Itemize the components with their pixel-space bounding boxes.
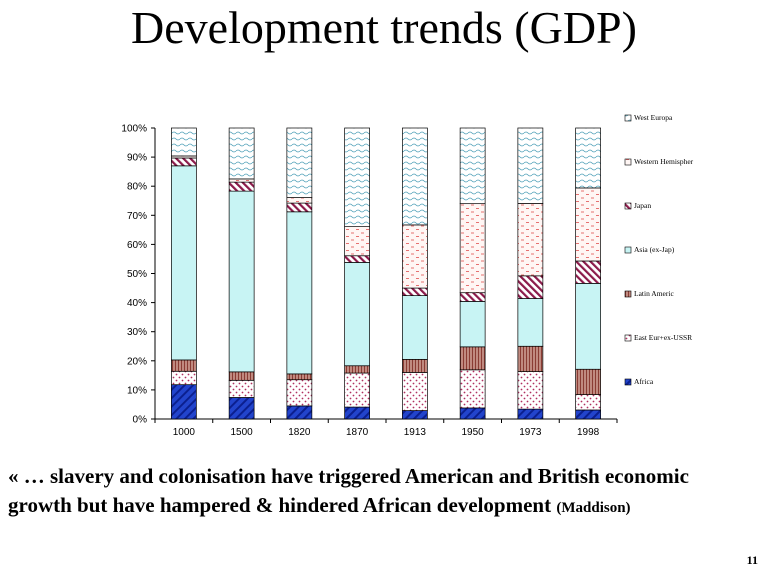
bar-segment — [575, 409, 601, 420]
bar-segment — [286, 373, 313, 381]
legend-label: Asia (ex-Jap) — [634, 245, 675, 254]
x-tick-label: 1950 — [462, 427, 485, 438]
bar-segment — [575, 260, 601, 284]
legend-swatch — [624, 202, 632, 210]
bar-segment — [575, 127, 601, 189]
bar-segment — [228, 379, 255, 398]
bar-segment — [228, 178, 255, 183]
bar-segment — [286, 405, 313, 420]
bar-segment — [171, 157, 197, 167]
bar-segment — [344, 406, 370, 420]
bar-segment — [344, 255, 370, 263]
y-tick-label: 40% — [127, 298, 147, 309]
legend-label: West Europa — [634, 113, 673, 122]
y-tick-label: 30% — [127, 327, 147, 338]
bar-segment — [286, 379, 313, 407]
legend-swatch — [624, 378, 632, 386]
quote-main: « … slavery and colonisation have trigge… — [8, 464, 689, 517]
bar-segment — [344, 127, 370, 227]
quote-text: « … slavery and colonisation have trigge… — [8, 462, 748, 523]
bar-segment — [517, 371, 544, 410]
legend-swatch — [624, 334, 632, 342]
bar-segment — [171, 127, 197, 157]
bar-segment — [286, 127, 313, 198]
stacked-bar-chart: 0% 10% 20% 30% 40% 50% 60% 70% 80% 90% 100% 1000 150… — [121, 113, 694, 438]
x-tick-label: 1913 — [404, 427, 427, 438]
bar-segment — [344, 365, 370, 374]
legend-label: Africa — [634, 377, 654, 386]
bar-segment — [286, 211, 313, 375]
bar-segment — [517, 203, 544, 277]
bar-segment — [575, 283, 601, 370]
x-tick-label: 1998 — [577, 427, 600, 438]
page-number: 11 — [746, 553, 758, 567]
bar-segment — [402, 410, 428, 420]
bar-segment — [402, 224, 428, 289]
y-tick-label: 0% — [133, 415, 148, 426]
legend-swatch — [624, 158, 632, 166]
bar-segment — [171, 165, 197, 361]
bar-segment — [344, 262, 370, 367]
x-tick-label: 1870 — [346, 427, 369, 438]
bar-segment — [344, 372, 370, 408]
bar-segment — [402, 127, 428, 226]
bar-segment — [517, 345, 544, 372]
bar-segment — [286, 197, 313, 204]
x-tick-label: 1500 — [231, 427, 254, 438]
legend-label: Japan — [634, 201, 651, 210]
bar-segment — [459, 203, 486, 294]
bar-segment — [171, 370, 197, 386]
bar-segment — [402, 287, 428, 296]
bar-segment — [517, 127, 544, 204]
bar-segment — [402, 372, 428, 411]
bar-segment — [228, 371, 255, 381]
bar-segment — [517, 408, 544, 420]
bar-segment — [286, 202, 313, 213]
bar-segment — [459, 301, 486, 348]
bar-segment — [517, 275, 544, 299]
y-tick-label: 10% — [127, 385, 147, 396]
bar-segment — [459, 407, 486, 420]
y-tick-label: 70% — [127, 211, 147, 222]
bar-segment — [459, 127, 486, 205]
legend-swatch — [624, 246, 632, 254]
y-tick-label: 20% — [127, 356, 147, 367]
bar-segment — [171, 384, 197, 420]
legend-label: Western Hemispher — [634, 157, 694, 166]
bar-segment — [459, 292, 486, 302]
x-tick-label: 1000 — [173, 427, 196, 438]
bar-segment — [517, 298, 544, 347]
bar-segment — [402, 358, 428, 373]
slide-title: Development trends (GDP) — [131, 2, 637, 53]
quote-source: (Maddison) — [556, 500, 631, 516]
legend-swatch — [624, 114, 632, 122]
bar-segment — [459, 369, 486, 409]
bar-segment — [575, 394, 601, 411]
bar-segment — [228, 397, 255, 420]
x-tick-label: 1973 — [519, 427, 542, 438]
bar-segment — [575, 368, 601, 395]
bar-segment — [402, 295, 428, 360]
bar-segment — [228, 127, 255, 180]
legend-label: East Eur+ex-USSR — [634, 333, 692, 342]
legend-swatch — [624, 290, 632, 298]
y-tick-label: 50% — [127, 269, 147, 280]
x-tick-label: 1820 — [288, 427, 311, 438]
bar-segment — [459, 346, 486, 371]
bar-segment — [171, 359, 197, 372]
y-tick-label: 100% — [121, 124, 147, 135]
bar-segment — [344, 226, 370, 257]
bar-segment — [575, 187, 601, 262]
y-tick-label: 90% — [127, 153, 147, 164]
y-tick-label: 80% — [127, 182, 147, 193]
bar-segment — [228, 181, 255, 192]
legend-label: Latin Americ — [634, 289, 674, 298]
y-tick-label: 60% — [127, 240, 147, 251]
bar-segment — [228, 190, 255, 373]
